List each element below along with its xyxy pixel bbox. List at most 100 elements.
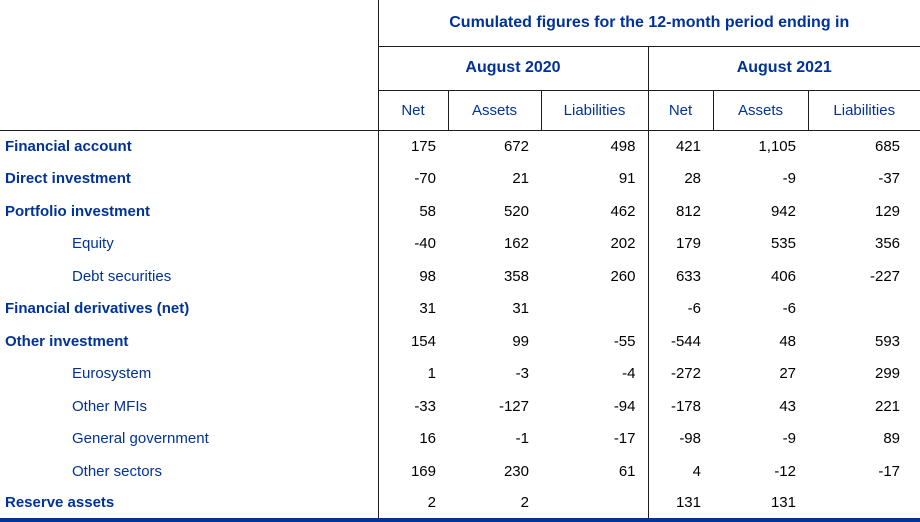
value-cell: 358 xyxy=(503,267,529,285)
value-cell: -272 xyxy=(670,365,701,383)
corner-cell-title xyxy=(0,0,379,46)
value-cell: 2 xyxy=(427,494,436,512)
row-label: Other investment xyxy=(0,325,379,358)
value-cell: -9 xyxy=(782,430,796,448)
value-cell xyxy=(541,292,649,325)
value-cell: -6 xyxy=(687,300,701,318)
value-cell: 2 xyxy=(520,494,529,512)
value-cell: -33 xyxy=(414,397,436,415)
column-header-assets-2020: Assets xyxy=(447,90,541,131)
value-cell: 672 xyxy=(503,138,529,155)
row-label: Other MFIs xyxy=(0,390,379,423)
table-row: Financial account 175 672 498 421 1,105 685 xyxy=(0,130,920,163)
value-cell: 356 xyxy=(874,235,901,253)
table-row: Eurosystem 1 -3 -4 -272 27 299 xyxy=(0,357,920,390)
value-cell: 535 xyxy=(770,235,796,253)
value-cell: -17 xyxy=(878,462,901,480)
value-cell: -55 xyxy=(541,325,649,358)
column-header-net-2020: Net xyxy=(377,90,448,131)
value-cell: 406 xyxy=(770,267,796,285)
value-cell: -12 xyxy=(774,462,796,480)
value-cell: 31 xyxy=(419,300,436,318)
value-cell: 633 xyxy=(675,267,701,285)
value-cell: 299 xyxy=(874,365,901,383)
value-cell: 43 xyxy=(779,397,796,415)
value-cell: 154 xyxy=(410,332,436,350)
value-cell: 260 xyxy=(541,260,649,293)
value-cell: 179 xyxy=(675,235,701,253)
value-cell: -544 xyxy=(670,332,701,350)
header-row-title: Cumulated figures for the 12-month perio… xyxy=(0,0,920,47)
row-label: Reserve assets xyxy=(0,487,379,520)
value-cell: -37 xyxy=(878,170,901,188)
row-label: Financial account xyxy=(0,130,379,163)
column-header-net-2021: Net xyxy=(647,90,713,131)
value-cell: 221 xyxy=(874,397,901,415)
table-row: Reserve assets 2 2 131 131 xyxy=(0,487,920,520)
value-cell: 48 xyxy=(779,332,796,350)
value-cell: 21 xyxy=(512,170,529,188)
value-cell: 4 xyxy=(692,462,701,480)
value-cell: 61 xyxy=(541,455,649,488)
period-header-august-2020: August 2020 xyxy=(378,46,649,91)
value-cell: 169 xyxy=(410,462,436,480)
row-label: General government xyxy=(0,422,379,455)
value-cell: 89 xyxy=(883,430,901,448)
value-cell: -227 xyxy=(869,267,901,285)
value-cell: 202 xyxy=(541,227,649,260)
column-header-liabilities-2021: Liabilities xyxy=(807,90,920,131)
value-cell: 593 xyxy=(874,332,901,350)
row-label: Portfolio investment xyxy=(0,195,379,228)
row-label: Equity xyxy=(0,227,379,260)
value-cell: -94 xyxy=(541,390,649,423)
value-cell xyxy=(541,487,649,520)
value-cell: 462 xyxy=(541,195,649,228)
value-cell: -4 xyxy=(541,357,649,390)
value-cell: 175 xyxy=(410,138,436,155)
value-cell: 31 xyxy=(512,300,529,318)
table-row: Financial derivatives (net) 31 31 -6 -6 xyxy=(0,292,920,326)
value-cell: 99 xyxy=(512,332,529,350)
row-label: Debt securities xyxy=(0,260,379,293)
value-cell: -6 xyxy=(782,300,796,318)
table-row: Other MFIs -33 -127 -94 -178 43 221 xyxy=(0,390,920,423)
table-row: Equity -40 162 202 179 535 356 xyxy=(0,227,920,260)
value-cell: 498 xyxy=(541,130,649,163)
table-row: Direct investment -70 21 91 28 -9 -37 xyxy=(0,162,920,195)
value-cell: -98 xyxy=(679,430,701,448)
value-cell: 520 xyxy=(503,202,529,220)
value-cell: 16 xyxy=(419,430,436,448)
header-row-periods: August 2020 August 2021 xyxy=(0,46,920,91)
table-row: General government 16 -1 -17 -98 -9 89 xyxy=(0,422,920,455)
value-cell: -40 xyxy=(414,235,436,253)
row-label: Other sectors xyxy=(0,455,379,488)
value-cell: -127 xyxy=(498,397,529,415)
value-cell: 129 xyxy=(874,202,901,220)
corner-cell-measures xyxy=(0,90,379,131)
column-header-liabilities-2020: Liabilities xyxy=(540,90,648,131)
value-cell: 1 xyxy=(427,365,436,383)
table-body: Financial account 175 672 498 421 1,105 685 Dir… xyxy=(0,130,920,520)
value-cell: 421 xyxy=(675,138,701,155)
value-cell: 58 xyxy=(419,202,436,220)
value-cell: 131 xyxy=(770,494,796,512)
period-header-august-2021: August 2021 xyxy=(648,46,920,91)
row-label: Eurosystem xyxy=(0,357,379,390)
value-cell: 28 xyxy=(684,170,701,188)
value-cell xyxy=(808,293,920,326)
value-cell: -178 xyxy=(670,397,701,415)
corner-cell-periods xyxy=(0,46,379,90)
table-row: Other investment 154 99 -55 -544 48 593 xyxy=(0,325,920,358)
value-cell: 162 xyxy=(503,235,529,253)
table-title: Cumulated figures for the 12-month perio… xyxy=(378,0,920,47)
table-row: Other sectors 169 230 61 4 -12 -17 xyxy=(0,455,920,488)
table-row: Debt securities 98 358 260 633 406 -227 xyxy=(0,260,920,293)
value-cell: 812 xyxy=(675,202,701,220)
value-cell: 942 xyxy=(770,202,796,220)
value-cell: -3 xyxy=(515,365,529,383)
value-cell: 91 xyxy=(541,162,649,195)
value-cell: 1,105 xyxy=(758,138,796,155)
value-cell: 98 xyxy=(419,267,436,285)
value-cell: 27 xyxy=(779,365,796,383)
